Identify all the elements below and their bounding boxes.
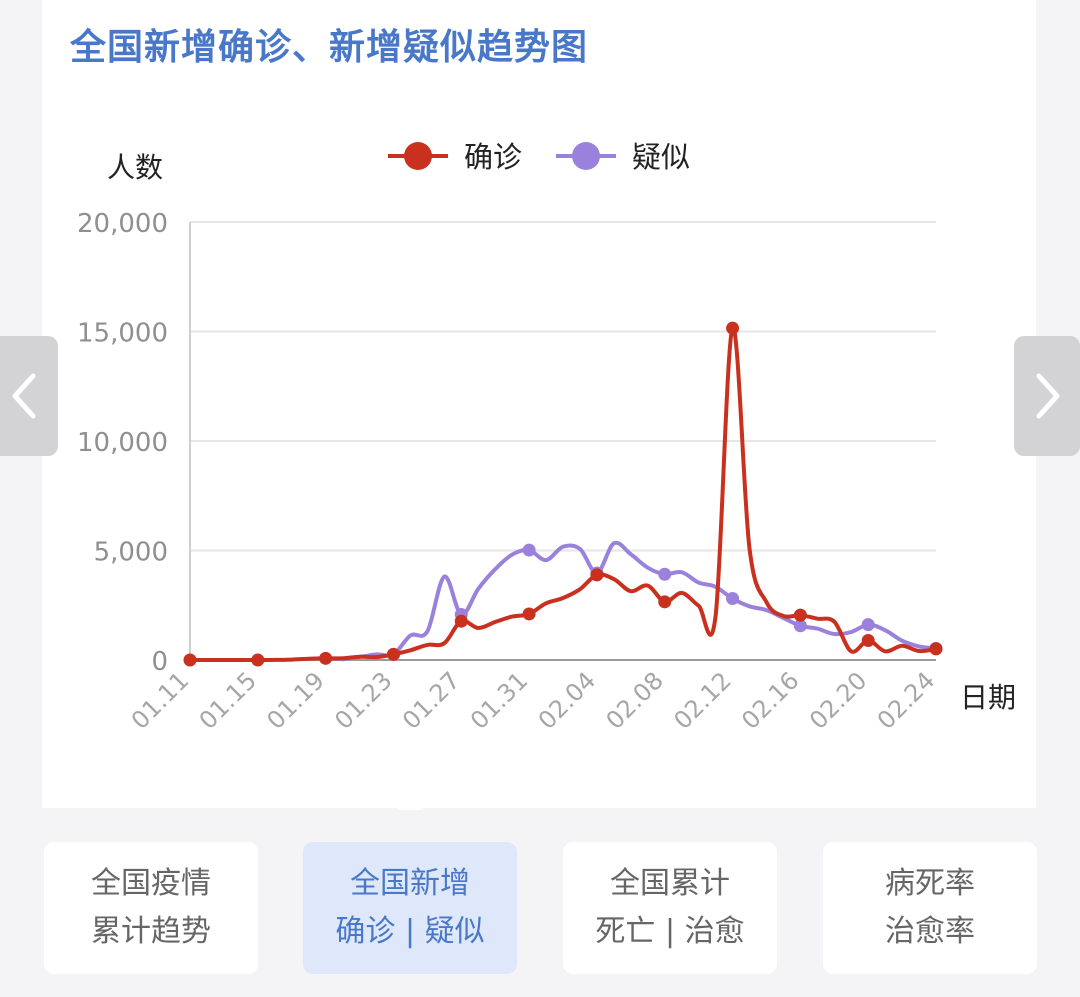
tab-label-line1: 病死率 xyxy=(885,866,975,901)
x-tick-label: 01.15 xyxy=(194,666,262,734)
data-point xyxy=(522,543,536,557)
data-point xyxy=(726,321,740,335)
legend-label: 确诊 xyxy=(464,140,522,174)
y-tick-label: 10,000 xyxy=(77,428,168,458)
data-point xyxy=(793,608,807,622)
y-tick-label: 0 xyxy=(151,647,168,677)
series-line-suspected xyxy=(340,540,938,662)
tab-label-line1: 全国累计 xyxy=(610,866,730,901)
prev-chart-button[interactable] xyxy=(0,336,58,456)
data-point xyxy=(861,618,875,632)
legend-marker xyxy=(572,142,600,170)
x-tick-label: 01.19 xyxy=(261,666,329,734)
legend-label: 疑似 xyxy=(632,140,690,174)
data-point xyxy=(726,592,740,606)
gridlines xyxy=(190,221,936,552)
data-point xyxy=(861,634,875,648)
data-point xyxy=(386,647,400,661)
data-point xyxy=(183,653,197,667)
trend-chart: 0 5,000 10,000 15,000 20,000 01.11 01.15 01.19… xyxy=(77,140,1016,735)
chevron-right-icon xyxy=(1036,373,1060,419)
tab-cumulative-deaths-recovered[interactable]: 全国累计 死亡 | 治愈 xyxy=(563,842,777,974)
next-chart-button[interactable] xyxy=(1014,336,1080,456)
x-tick-labels: 01.11 01.15 01.19 01.23 01.27 01.31 02.04 02.08… xyxy=(126,666,940,734)
series-group xyxy=(183,321,943,667)
tab-new-confirmed-suspected[interactable]: 全国新增 确诊 | 疑似 xyxy=(303,842,517,974)
tab-label-line2: 死亡 | 治愈 xyxy=(595,914,745,949)
x-axis-label: 日期 xyxy=(960,681,1016,714)
x-tick-label: 02.12 xyxy=(668,666,736,734)
y-tick-label: 5,000 xyxy=(94,538,168,568)
x-tick-label: 02.04 xyxy=(533,666,601,734)
tab-fatality-recovery-rate[interactable]: 病死率 治愈率 xyxy=(823,842,1037,974)
data-point xyxy=(929,642,943,656)
data-point xyxy=(658,567,672,581)
y-tick-label: 20,000 xyxy=(77,209,168,239)
chevron-left-icon xyxy=(12,373,36,419)
x-tick-label: 01.27 xyxy=(397,666,465,734)
chart-tabs: 全国疫情 累计趋势 全国新增 确诊 | 疑似 全国累计 死亡 | 治愈 病死率 … xyxy=(0,794,1080,997)
tab-label-line1: 全国新增 xyxy=(350,866,470,901)
tab-label-line2: 治愈率 xyxy=(885,914,975,949)
chart-title: 全国新增确诊、新增疑似趋势图 xyxy=(70,27,589,68)
x-tick-label: 01.31 xyxy=(465,666,533,734)
tab-label-line1: 全国疫情 xyxy=(91,866,211,901)
data-point xyxy=(454,614,468,628)
y-tick-labels: 0 5,000 10,000 15,000 20,000 xyxy=(77,209,168,677)
data-point xyxy=(590,568,604,582)
tab-label-line2: 确诊 | 疑似 xyxy=(335,914,485,949)
tab-label-line2: 累计趋势 xyxy=(91,914,211,949)
active-tab-pointer xyxy=(396,794,424,810)
legend-marker xyxy=(404,142,432,170)
data-point xyxy=(251,653,265,667)
x-tick-label: 02.24 xyxy=(872,666,940,734)
chart-card xyxy=(42,0,1036,808)
x-tick-label: 02.08 xyxy=(601,666,669,734)
x-tick-label: 02.16 xyxy=(736,666,804,734)
tab-cumulative-trend[interactable]: 全国疫情 累计趋势 xyxy=(44,842,258,974)
y-axis-label: 人数 xyxy=(107,151,163,184)
x-tick-label: 02.20 xyxy=(804,666,872,734)
data-point xyxy=(658,595,672,609)
series-line-confirmed xyxy=(188,326,938,662)
data-point xyxy=(793,619,807,633)
legend: 确诊 疑似 xyxy=(388,140,690,174)
data-point xyxy=(319,651,333,665)
y-tick-label: 15,000 xyxy=(77,319,168,349)
data-point xyxy=(522,607,536,621)
x-tick-label: 01.23 xyxy=(329,666,397,734)
